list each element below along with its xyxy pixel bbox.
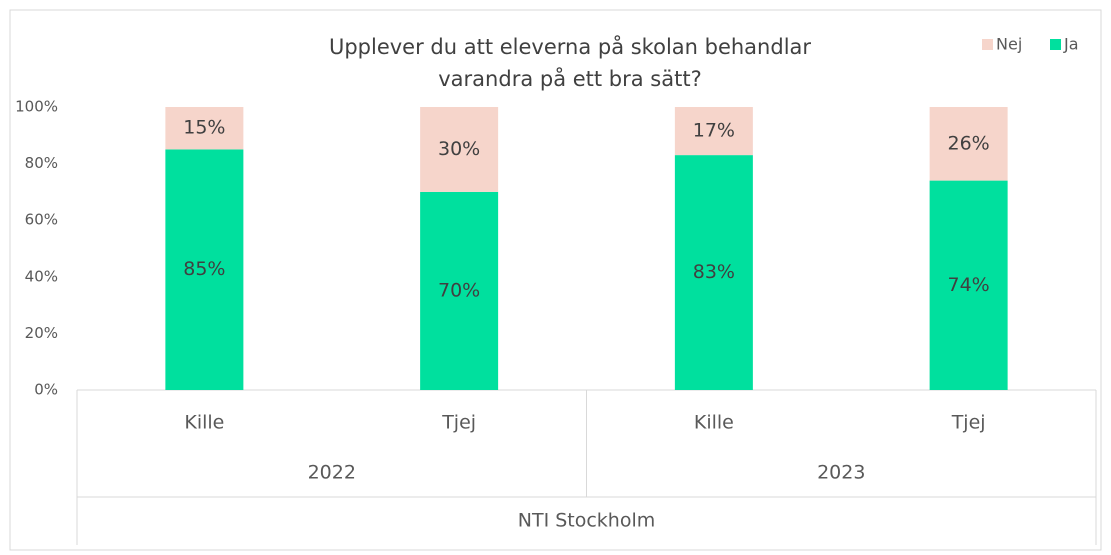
y-tick-label: 0% [34,381,58,399]
y-tick-label: 100% [15,98,58,116]
value-label: 17% [693,120,735,142]
chart-border [9,9,1102,551]
chart-title: Upplever du att eleverna på skolan behan… [329,34,811,59]
bar-segment [674,155,753,390]
y-tick-label: 20% [25,324,58,342]
y-tick-label: 40% [25,267,58,285]
value-label: 30% [438,138,480,160]
bar-segment [165,107,244,150]
legend-swatch [982,39,993,50]
chart-title: varandra på ett bra sätt? [438,66,701,91]
x-tick-label: Tjej [441,412,476,434]
legend-label: Ja [1063,35,1079,54]
group-label: 2023 [817,462,865,484]
bar-segment [929,180,1008,390]
legend-label: Nej [996,35,1022,54]
value-label: 70% [438,279,480,301]
x-tick-label: Kille [694,412,734,434]
group-label: 2022 [308,462,356,484]
bar-segment [929,107,1008,181]
bar-segment [420,191,499,390]
outer-label: NTI Stockholm [518,510,656,532]
x-tick-label: Kille [184,412,224,434]
value-label: 85% [183,258,225,280]
value-label: 15% [183,117,225,139]
bar-segment [674,107,753,156]
y-tick-label: 60% [25,211,58,229]
legend-swatch [1050,39,1061,50]
bar-segment [165,149,244,390]
value-label: 83% [693,261,735,283]
bar-segment [420,107,499,192]
value-label: 74% [948,274,990,296]
value-label: 26% [948,132,990,154]
y-tick-label: 80% [25,154,58,172]
x-tick-label: Tjej [951,412,986,434]
